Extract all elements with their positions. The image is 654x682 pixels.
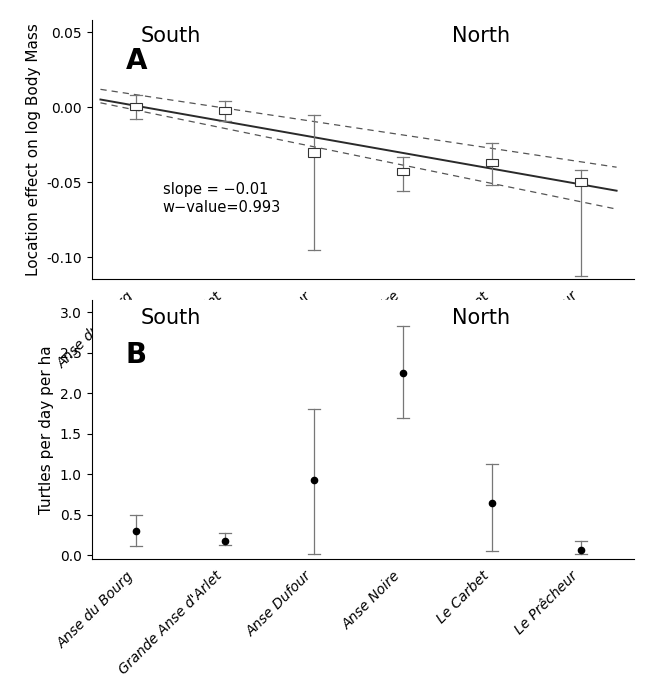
Text: B: B: [126, 341, 146, 369]
Bar: [308, 148, 320, 157]
Text: North: North: [452, 27, 510, 46]
Bar: [486, 159, 498, 166]
Text: slope = −0.01
w−value=0.993: slope = −0.01 w−value=0.993: [163, 182, 281, 215]
Text: South: South: [141, 308, 201, 328]
Text: South: South: [141, 27, 201, 46]
Y-axis label: Location effect on log Body Mass: Location effect on log Body Mass: [26, 24, 41, 276]
Bar: [575, 179, 587, 186]
Y-axis label: Turtles per day per ha: Turtles per day per ha: [39, 345, 54, 514]
Bar: [219, 106, 232, 114]
Bar: [130, 103, 143, 110]
Text: North: North: [452, 308, 510, 328]
Text: A: A: [126, 48, 147, 76]
Bar: [397, 168, 409, 175]
